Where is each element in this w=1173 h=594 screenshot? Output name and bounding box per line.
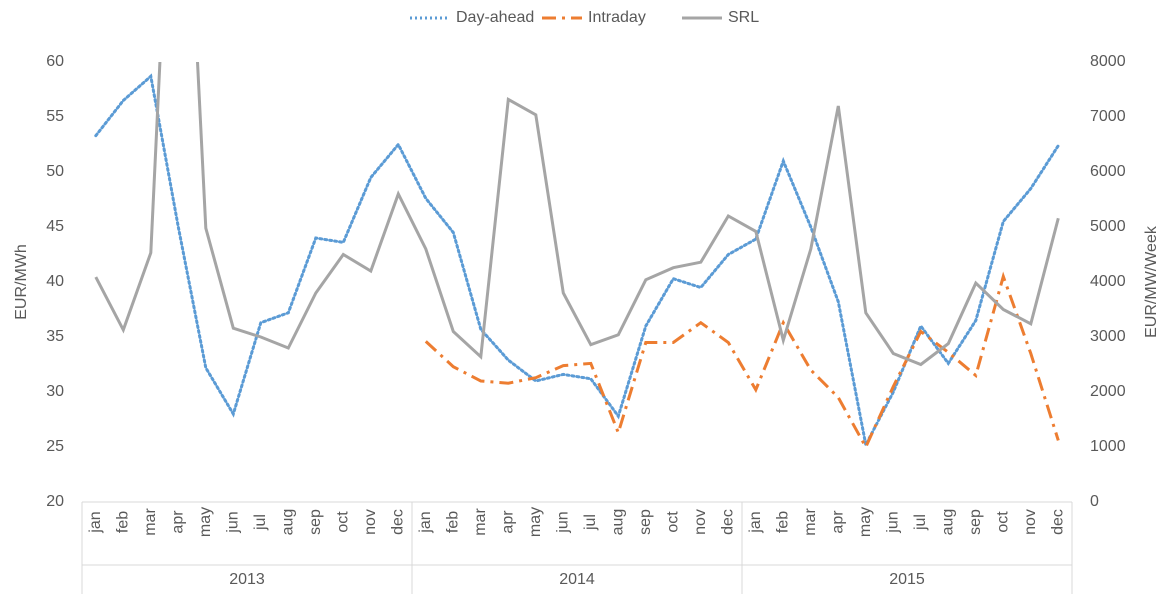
series-line [94,73,1060,450]
x-tick-label: apr [169,510,186,534]
y2-axis-title: EUR/MW/Week [1143,225,1160,338]
x-tick-label: mar [142,508,159,536]
group-label: 2013 [229,571,265,588]
x-tick-label: sep [307,509,324,535]
y-tick-label: 55 [46,108,64,125]
x-tick-label: nov [692,509,709,535]
y2-tick-label: 4000 [1090,273,1126,290]
y-tick-label: 45 [46,218,64,235]
x-tick-label: aug [939,509,956,536]
y-tick-label: 35 [46,328,64,345]
y2-tick-label: 5000 [1090,218,1126,235]
y2-tick-label: 7000 [1090,108,1126,125]
x-tick-label: oct [334,511,351,533]
x-tick-label: apr [499,510,516,534]
y2-tick-label: 0 [1090,493,1099,510]
x-tick-label: dec [1049,509,1066,535]
x-tick-label: mar [802,508,819,536]
y-tick-label: 40 [46,273,64,290]
x-tick-label: jan [87,511,104,533]
x-tick-label: jul [912,514,929,531]
x-tick-label: jun [554,511,571,533]
y2-tick-label: 2000 [1090,383,1126,400]
group-label: 2015 [889,571,925,588]
y2-tick-label: 8000 [1090,53,1126,70]
legend-label: Day-ahead [456,9,534,26]
x-tick-label: feb [114,511,131,533]
x-tick-label: dec [719,509,736,535]
x-tick-label: aug [279,509,296,536]
legend-label: SRL [728,9,759,26]
x-tick-label: feb [774,511,791,533]
x-tick-label: oct [994,511,1011,533]
x-tick-label: jul [582,514,599,531]
x-tick-label: nov [1022,509,1039,535]
y2-tick-label: 6000 [1090,163,1126,180]
x-tick-label: jan [747,511,764,533]
series-line [424,271,1060,451]
y-axis-title: EUR/MWh [13,244,30,320]
series-line [94,62,1060,367]
legend-label: Intraday [588,9,646,26]
x-tick-label: may [197,507,214,537]
x-tick-label: may [857,507,874,537]
x-tick-label: sep [637,509,654,535]
plot-area [94,62,1060,451]
y-tick-label: 25 [46,438,64,455]
x-tick-label: oct [664,511,681,533]
y-tick-label: 50 [46,163,64,180]
x-tick-label: jul [252,514,269,531]
x-tick-label: jun [224,511,241,533]
y-tick-label: 20 [46,493,64,510]
x-tick-label: jan [417,511,434,533]
group-label: 2014 [559,571,595,588]
y-tick-label: 30 [46,383,64,400]
x-tick-label: feb [444,511,461,533]
x-tick-label: aug [609,509,626,536]
x-tick-label: jun [884,511,901,533]
x-tick-label: apr [829,510,846,534]
x-tick-label: sep [967,509,984,535]
x-tick-label: dec [389,509,406,535]
y2-tick-label: 3000 [1090,328,1126,345]
x-tick-label: nov [362,509,379,535]
y-tick-label: 60 [46,53,64,70]
x-tick-label: mar [472,508,489,536]
y2-tick-label: 1000 [1090,438,1126,455]
x-tick-label: may [527,507,544,537]
